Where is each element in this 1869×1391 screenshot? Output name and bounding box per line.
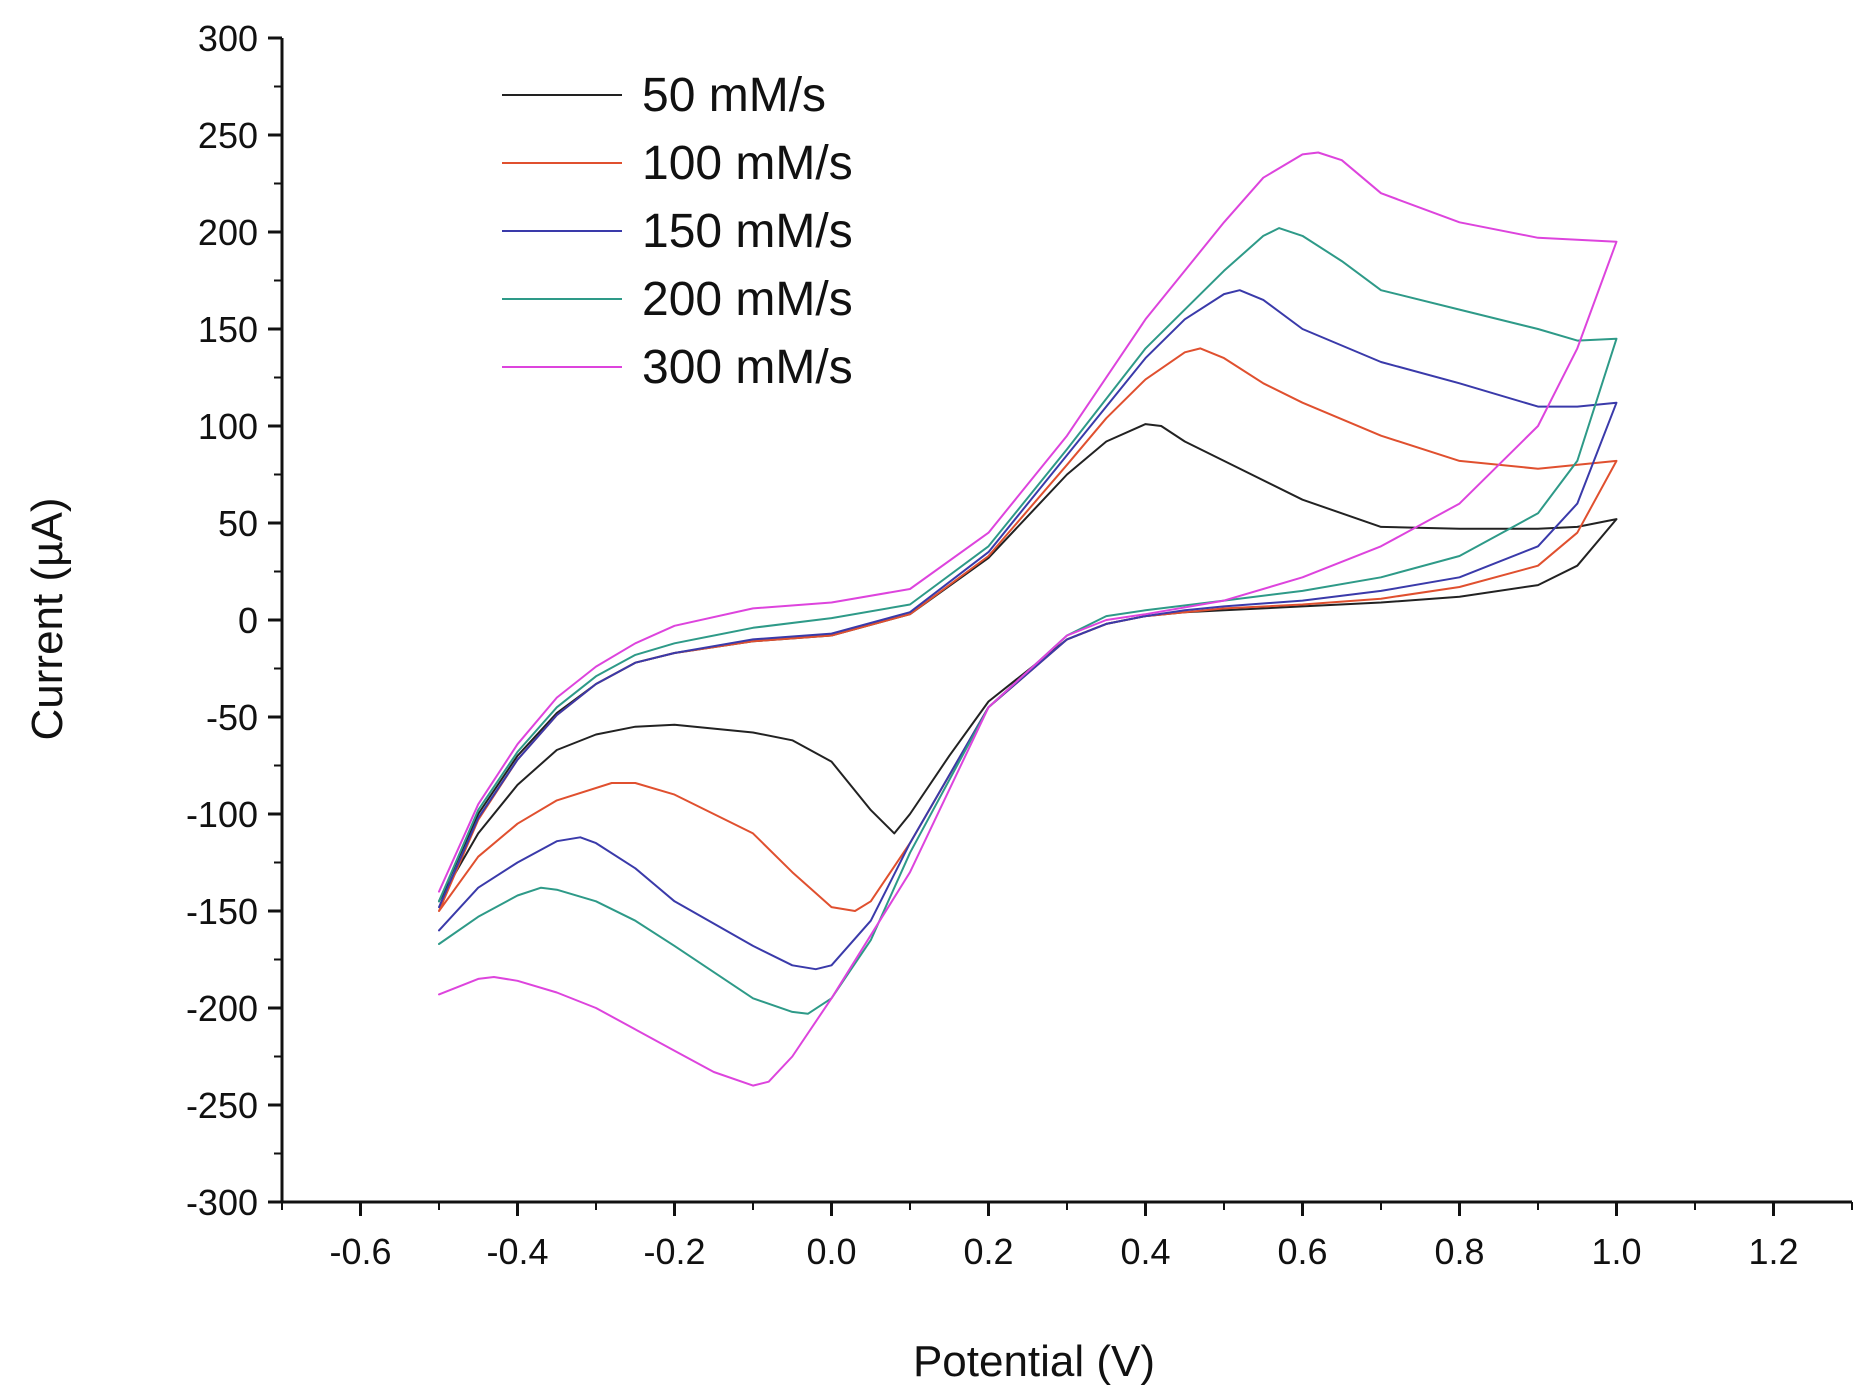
y-tick-label: -50 bbox=[206, 697, 258, 738]
y-axis-title: Current (µA) bbox=[23, 498, 72, 741]
legend-label-2: 100 mM/s bbox=[642, 137, 853, 190]
y-tick-label: -300 bbox=[186, 1182, 258, 1223]
x-tick-label: 0.8 bbox=[1434, 1231, 1484, 1272]
plot-area: -300 -250 -200 -150 -100 -50 0 50 100 150 200 250 30… bbox=[186, 18, 1853, 1272]
y-tick-label: 250 bbox=[198, 115, 258, 156]
legend-label-4: 200 mM/s bbox=[642, 273, 853, 326]
y-tick-label: -200 bbox=[186, 988, 258, 1029]
x-tick-label: -0.6 bbox=[329, 1231, 391, 1272]
legend-label-1: 50 mM/s bbox=[642, 69, 826, 122]
legend: 50 mM/s 100 mM/s 150 mM/s 200 mM/s 300 mM/s bbox=[502, 69, 853, 394]
x-tick-label: 0.0 bbox=[806, 1231, 856, 1272]
y-tick-label: 50 bbox=[218, 503, 258, 544]
y-tick-label: 150 bbox=[198, 309, 258, 350]
series-line-5 bbox=[438, 151, 1618, 1087]
x-tick-label: -0.2 bbox=[643, 1231, 705, 1272]
x-tick-label: 0.2 bbox=[963, 1231, 1013, 1272]
x-tick-label: 0.4 bbox=[1120, 1231, 1170, 1272]
x-tick-label: -0.4 bbox=[486, 1231, 548, 1272]
y-tick-label: 100 bbox=[198, 406, 258, 447]
y-tick-label: 300 bbox=[198, 18, 258, 59]
legend-label-5: 300 mM/s bbox=[642, 341, 853, 394]
y-tick-label: 0 bbox=[238, 600, 258, 641]
series-line-3 bbox=[438, 289, 1618, 971]
axes-layer: -300 -250 -200 -150 -100 -50 0 50 100 150 200 250 30… bbox=[186, 18, 1853, 1272]
x-tick-label: 1.0 bbox=[1591, 1231, 1641, 1272]
series-line-4 bbox=[438, 227, 1618, 1015]
series-line-2 bbox=[438, 347, 1618, 912]
y-tick-label: -250 bbox=[186, 1085, 258, 1126]
legend-label-3: 150 mM/s bbox=[642, 205, 853, 258]
y-tick-label: 200 bbox=[198, 212, 258, 253]
series-layer bbox=[438, 151, 1618, 1087]
x-axis-title: Potential (V) bbox=[913, 1337, 1155, 1386]
x-tick-label: 0.6 bbox=[1277, 1231, 1327, 1272]
y-tick-label: -150 bbox=[186, 891, 258, 932]
y-tick-label: -100 bbox=[186, 794, 258, 835]
series-line-1 bbox=[438, 423, 1618, 903]
x-tick-label: 1.2 bbox=[1748, 1231, 1798, 1272]
